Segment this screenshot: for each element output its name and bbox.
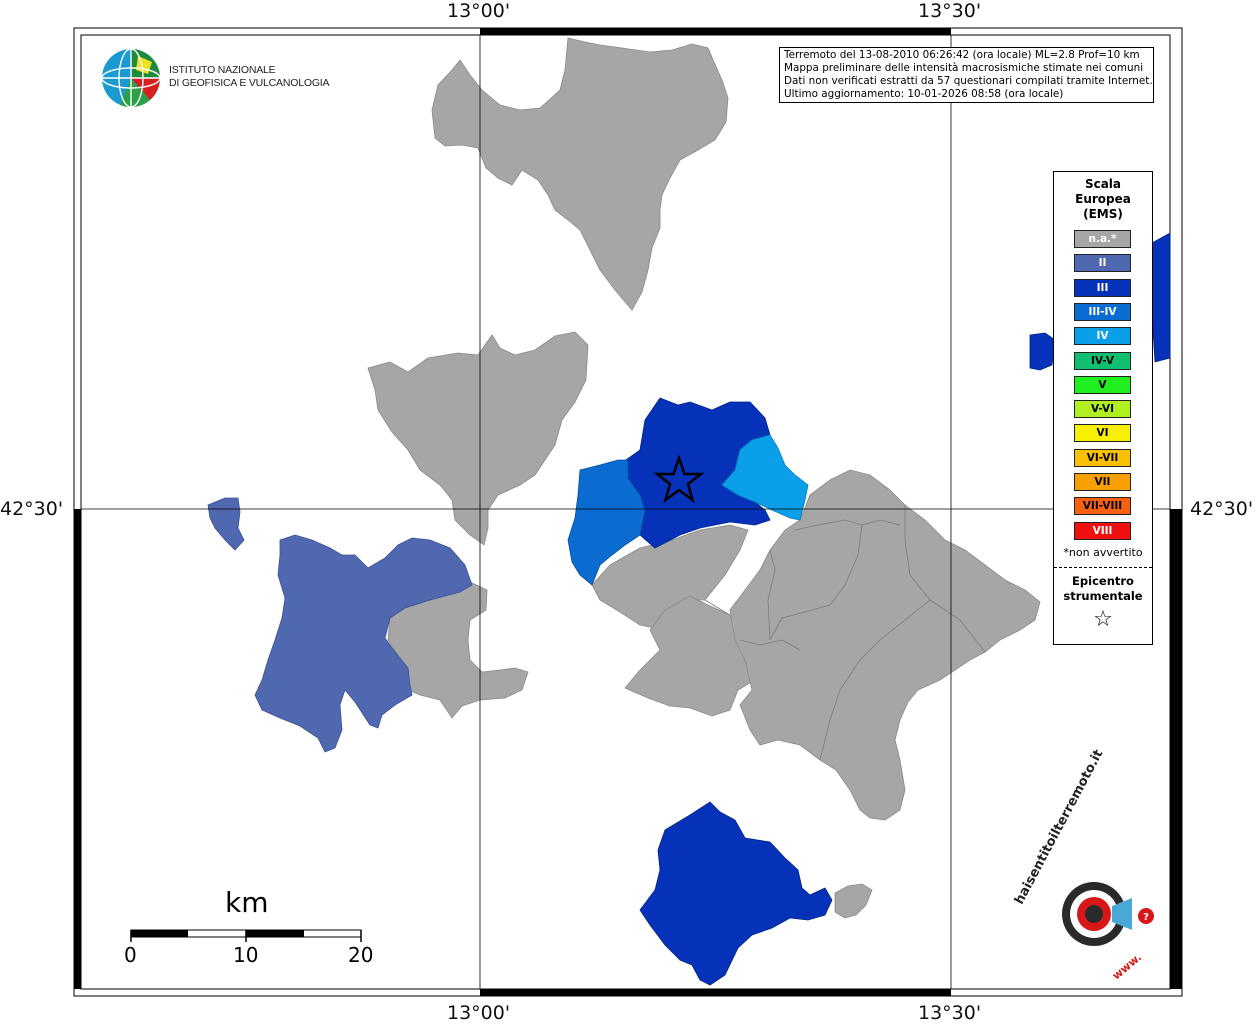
- legend-title: Scala Europea (EMS): [1054, 177, 1152, 222]
- municipality-east-iii: [1029, 332, 1056, 371]
- scale-tick-20: 20: [348, 943, 374, 967]
- municipalities-gray: [367, 37, 1041, 919]
- municipality-south-east-small: [834, 883, 873, 919]
- municipalities-intensity-II: [207, 497, 473, 753]
- legend-swatch: VII-VIII: [1074, 497, 1131, 516]
- graticule: [81, 35, 1170, 989]
- legend-title-line1: Scala: [1084, 177, 1122, 191]
- ingv-logo-icon: [101, 48, 161, 108]
- municipality-west-iii-iv: [567, 459, 646, 586]
- scale-tick-10: 10: [233, 943, 259, 967]
- legend-swatch: VI: [1074, 424, 1131, 443]
- municipality-ii-small: [207, 497, 245, 551]
- municipality-center-b: [624, 595, 756, 717]
- legend-swatch: V: [1074, 375, 1131, 394]
- municipality-center-west: [367, 331, 589, 546]
- info-line-4: Ultimo aggiornamento: 10-01-2026 08:58 (…: [784, 88, 1064, 100]
- legend-swatch: VIII: [1074, 521, 1131, 540]
- legend-swatch: III: [1074, 278, 1131, 297]
- municipality-southeast-large: [729, 469, 1041, 821]
- legend-swatch: III-IV: [1074, 302, 1131, 321]
- municipality-east-iv: [721, 434, 809, 521]
- ems-legend: Scala Europea (EMS) n.a.* II III III-IV IV IV…: [1053, 171, 1153, 645]
- ingv-name-line1: ISTITUTO NAZIONALE: [169, 64, 276, 76]
- legend-swatch: VII: [1074, 473, 1131, 491]
- haisentito-badge-icon: ?: [1062, 882, 1154, 946]
- info-line-1: Terremoto del 13-08-2010 06:26:42 (ora l…: [784, 49, 1140, 61]
- svg-text:?: ?: [1143, 912, 1149, 923]
- frame-segment-right: [1170, 509, 1182, 989]
- latitude-label-right: 42°30': [1190, 498, 1254, 520]
- ingv-name: ISTITUTO NAZIONALE DI GEOFISICA E VULCAN…: [169, 64, 330, 90]
- scale-unit: km: [225, 886, 269, 919]
- municipal-borders: [704, 505, 986, 761]
- ingv-name-line2: DI GEOFISICA E VULCANOLOGIA: [169, 77, 330, 89]
- epicenter-star: [653, 454, 705, 504]
- legend-swatch: IV-V: [1074, 351, 1131, 370]
- legend-epicenter-line2: strumentale: [1063, 589, 1143, 603]
- legend-star-icon: ☆: [1093, 607, 1113, 632]
- municipality-north: [431, 37, 729, 311]
- latitude-label-left: 42°30': [0, 498, 64, 520]
- legend-swatch: II: [1074, 254, 1131, 273]
- municipalities-intensity-IV: [721, 434, 809, 521]
- scale-tick-0: 0: [124, 943, 137, 967]
- legend-epicenter-label: Epicentro strumentale: [1054, 574, 1152, 604]
- legend-epicenter-line1: Epicentro: [1072, 574, 1134, 588]
- info-line-2: Mappa preliminare delle intensità macros…: [784, 62, 1144, 74]
- legend-title-line3: (EMS): [1083, 207, 1123, 221]
- legend-separator: [1054, 567, 1152, 568]
- longitude-label-top-right: 13°30': [918, 0, 982, 22]
- earthquake-info-box: Terremoto del 13-08-2010 06:26:42 (ora l…: [779, 47, 1154, 103]
- legend-swatch: n.a.*: [1074, 230, 1131, 248]
- scale-bar: [130, 929, 362, 942]
- frame-segment-top: [480, 28, 951, 35]
- municipalities-intensity-III-IV: [567, 459, 646, 586]
- longitude-label-bottom-left: 13°00': [447, 1002, 511, 1024]
- municipality-south-iii: [639, 801, 833, 986]
- frame-segment-left: [74, 509, 81, 989]
- legend-swatch: IV: [1074, 327, 1131, 346]
- legend-swatch: VI-VII: [1074, 448, 1131, 467]
- municipality-ii-large: [254, 534, 473, 753]
- legend-title-line2: Europea: [1075, 192, 1131, 206]
- info-line-3: Dati non verificati estratti da 57 quest…: [784, 75, 1153, 87]
- frame-segment-bottom: [480, 989, 951, 996]
- legend-note: *non avvertito: [1063, 546, 1143, 559]
- longitude-label-bottom-right: 13°30': [918, 1002, 982, 1024]
- legend-swatch: V-VI: [1074, 400, 1131, 419]
- longitude-label-top-left: 13°00': [447, 0, 511, 22]
- municipality-east-edge-iii: [1151, 232, 1171, 363]
